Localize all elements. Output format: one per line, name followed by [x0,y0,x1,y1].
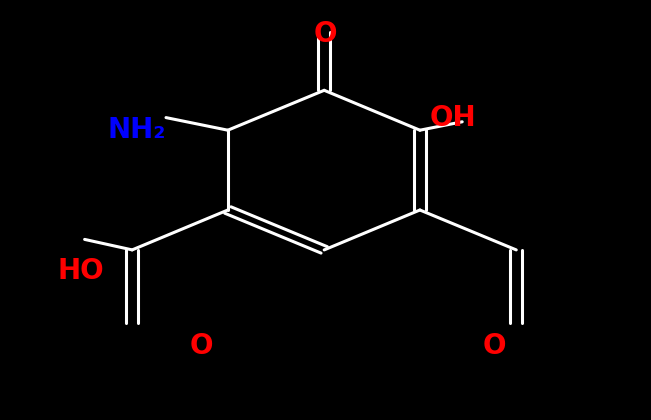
Text: OH: OH [430,104,477,131]
Text: HO: HO [57,257,104,285]
Text: O: O [190,333,214,360]
Text: O: O [314,20,337,47]
Text: O: O [483,333,506,360]
Text: NH₂: NH₂ [107,116,166,144]
